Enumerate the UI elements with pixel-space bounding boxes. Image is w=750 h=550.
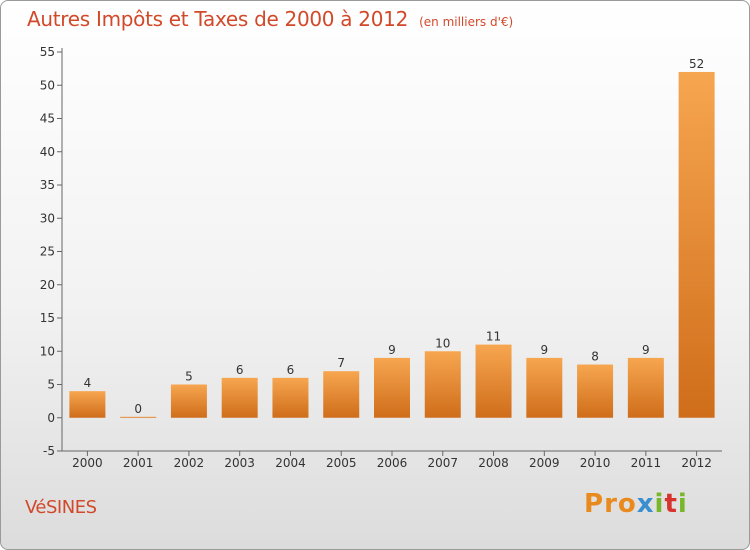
x-tick-label: 2004 bbox=[275, 456, 306, 470]
y-tick-label: 10 bbox=[40, 344, 55, 358]
proxiti-logo: Proxiti bbox=[584, 489, 688, 519]
y-tick-label: 30 bbox=[40, 211, 55, 225]
y-tick-label: 35 bbox=[40, 178, 55, 192]
chart-bars bbox=[69, 71, 715, 418]
bar bbox=[577, 364, 614, 418]
data-label: 4 bbox=[84, 376, 92, 390]
bar bbox=[120, 416, 157, 418]
bar bbox=[374, 357, 410, 418]
bar bbox=[475, 344, 512, 418]
data-label: 8 bbox=[591, 350, 599, 364]
chart-subtitle: (en milliers d'€) bbox=[419, 15, 514, 29]
bar bbox=[170, 384, 207, 418]
bar bbox=[526, 357, 563, 418]
x-tick-label: 2007 bbox=[427, 456, 458, 470]
bar bbox=[627, 357, 664, 418]
y-tick-label: 45 bbox=[40, 112, 55, 126]
data-label: 10 bbox=[435, 336, 450, 350]
chart-title-main: Autres Impôts et Taxes de 2000 à 2012 bbox=[27, 7, 408, 31]
y-tick-label: 50 bbox=[40, 78, 55, 92]
y-tick-label: 20 bbox=[40, 278, 55, 292]
x-tick-label: 2002 bbox=[174, 456, 205, 470]
logo-letter: P bbox=[584, 489, 605, 519]
bar bbox=[221, 377, 258, 418]
x-tick-label: 2009 bbox=[529, 456, 560, 470]
x-tick-label: 2001 bbox=[123, 456, 154, 470]
x-tick-label: 2012 bbox=[681, 456, 712, 470]
y-tick-label: 0 bbox=[47, 411, 55, 425]
data-label: 0 bbox=[134, 402, 142, 416]
x-tick-label: 2006 bbox=[377, 456, 408, 470]
data-label: 5 bbox=[185, 370, 193, 384]
data-label: 9 bbox=[642, 343, 650, 357]
logo-letter: i bbox=[654, 489, 665, 519]
x-tick-label: 2000 bbox=[72, 456, 103, 470]
data-label: 52 bbox=[689, 57, 704, 71]
x-tick-label: 2003 bbox=[224, 456, 255, 470]
logo-letter: t bbox=[664, 489, 678, 519]
logo-letter: r bbox=[604, 489, 618, 519]
x-tick-label: 2010 bbox=[580, 456, 611, 470]
bar bbox=[272, 377, 309, 418]
x-tick-label: 2011 bbox=[631, 456, 662, 470]
logo-letter: i bbox=[677, 489, 688, 519]
bar bbox=[323, 371, 360, 418]
data-label: 6 bbox=[287, 363, 295, 377]
data-label: 7 bbox=[337, 356, 345, 370]
logo-letter: x bbox=[636, 489, 655, 519]
chart-title: Autres Impôts et Taxes de 2000 à 2012 (e… bbox=[27, 7, 513, 31]
y-tick-label: 55 bbox=[40, 45, 55, 59]
bar bbox=[678, 71, 715, 418]
y-tick-label: 40 bbox=[40, 145, 55, 159]
y-tick-label: 15 bbox=[40, 311, 55, 325]
logo-letter: o bbox=[617, 489, 637, 519]
y-tick-label: 25 bbox=[40, 245, 55, 259]
data-label: 11 bbox=[486, 330, 501, 344]
y-tick-label: 5 bbox=[47, 378, 55, 392]
bar bbox=[424, 351, 461, 418]
commune-name: VéSINES bbox=[25, 497, 97, 518]
y-tick-label: -5 bbox=[43, 444, 55, 458]
x-tick-label: 2008 bbox=[478, 456, 509, 470]
data-label: 6 bbox=[236, 363, 244, 377]
data-label: 9 bbox=[540, 343, 548, 357]
data-label: 9 bbox=[388, 343, 396, 357]
chart-data-labels: 4 0 5 6 6 7 9 10 11 9 8 9 52 bbox=[84, 57, 705, 416]
x-tick-label: 2005 bbox=[326, 456, 357, 470]
bar bbox=[69, 391, 106, 418]
